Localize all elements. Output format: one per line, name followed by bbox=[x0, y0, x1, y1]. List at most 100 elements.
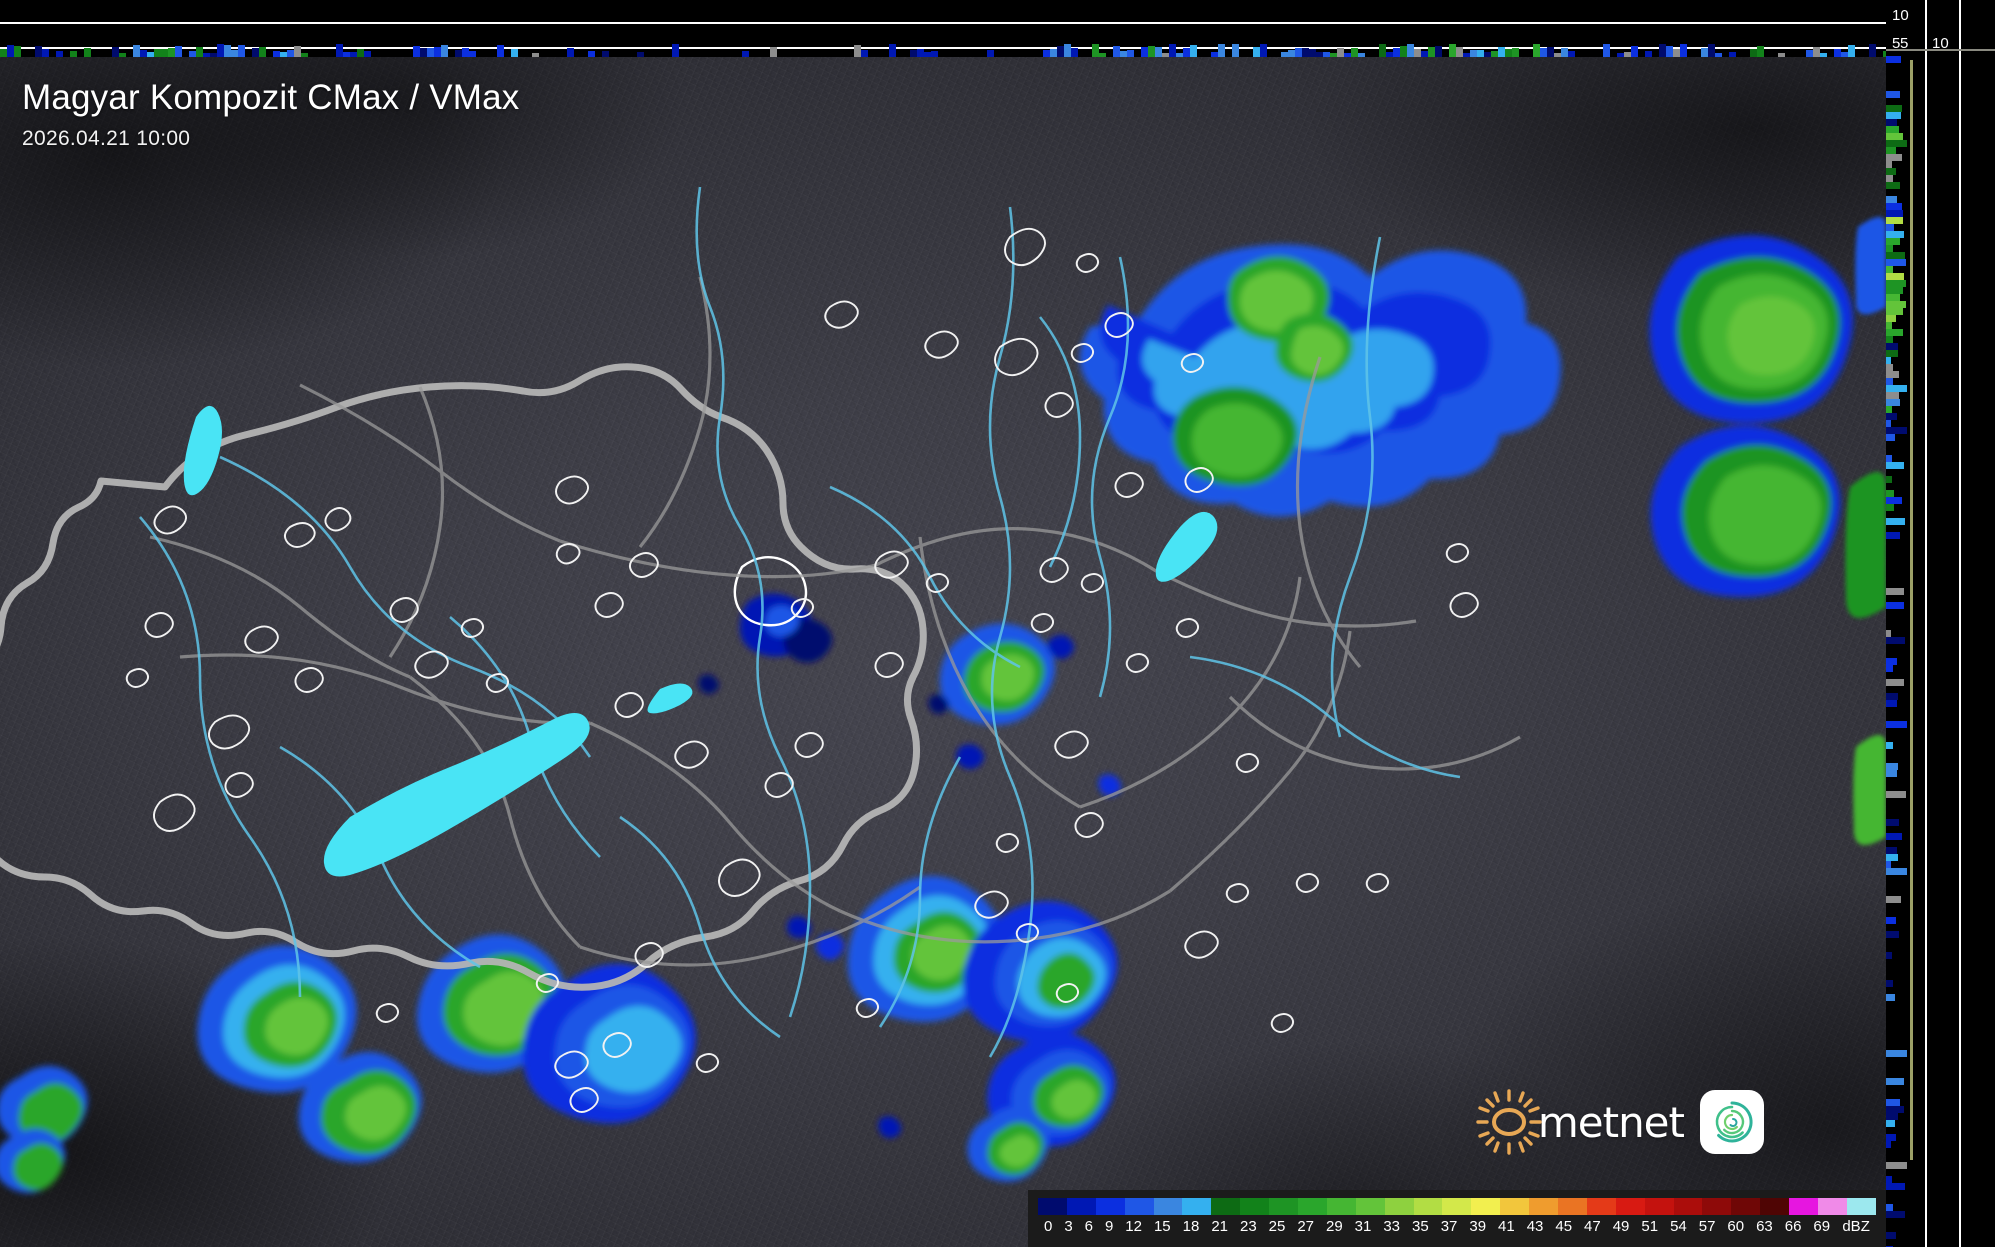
vmax-top-cell bbox=[602, 51, 609, 57]
vmax-top-cell bbox=[1666, 46, 1673, 57]
colorbar-swatch bbox=[1355, 1198, 1385, 1215]
colorbar-gradient bbox=[1038, 1198, 1876, 1215]
vmax-right-cell bbox=[1886, 350, 1898, 357]
colorbar-tick: 25 bbox=[1268, 1218, 1286, 1235]
vmax-top-cell bbox=[770, 47, 777, 57]
vmax-right-cell bbox=[1886, 861, 1891, 868]
vmax-top-cell bbox=[1554, 53, 1561, 57]
colorbar-swatch bbox=[1442, 1198, 1472, 1215]
vmax-top-cell bbox=[1715, 53, 1722, 57]
vmax-top-cell bbox=[1848, 45, 1855, 57]
vmax-right-cell bbox=[1886, 182, 1900, 189]
vmax-right-cell bbox=[1886, 497, 1902, 504]
vmax-right-cell bbox=[1886, 693, 1898, 700]
colorbar-tick: 21 bbox=[1211, 1218, 1228, 1235]
vmax-top-cell bbox=[1869, 44, 1876, 57]
vmax-top-cell bbox=[1750, 49, 1757, 57]
vmax-top-cell bbox=[567, 48, 574, 57]
vmax-right-cell bbox=[1886, 357, 1891, 364]
vmax-top-cell bbox=[1288, 50, 1295, 57]
vmax-top-cell bbox=[1169, 44, 1176, 57]
vmax-top-cell bbox=[1729, 52, 1736, 57]
vmax-right-gridline-5 bbox=[1925, 0, 1927, 1247]
vmax-right-cell bbox=[1886, 385, 1907, 392]
vmax-right-cell bbox=[1886, 721, 1907, 728]
vmax-top-cell bbox=[231, 50, 238, 57]
dbz-colorbar[interactable]: 0 3 6 9 12 15 18 21 23 25 27 29 31 33 35 37 39 41 43 45 47 49… bbox=[1028, 1190, 1886, 1247]
map-vector-layer bbox=[0, 186, 1521, 1113]
vmax-top-cell bbox=[672, 44, 679, 57]
vmax-top-cell bbox=[1190, 45, 1197, 57]
colorbar-swatch bbox=[1326, 1198, 1356, 1215]
colorbar-ticks: 0 3 6 9 12 15 18 21 23 25 27 29 31 33 35 37 39 41 43 45 47 49… bbox=[1038, 1218, 1876, 1235]
vmax-right-cell bbox=[1886, 1050, 1907, 1057]
vmax-top-cell bbox=[1113, 46, 1120, 57]
vmax-right-cell bbox=[1886, 420, 1891, 427]
vmax-right-cell bbox=[1886, 168, 1896, 175]
vmax-top-cell bbox=[1463, 53, 1470, 57]
vmax-right-cell bbox=[1886, 224, 1894, 231]
vmax-top-cell bbox=[1617, 53, 1624, 57]
vmax-top-cell bbox=[238, 45, 245, 57]
vmax-right-cell bbox=[1886, 1078, 1904, 1085]
vmax-top-cell bbox=[1498, 47, 1505, 57]
vmax-right-cell bbox=[1886, 231, 1904, 238]
vmax-right-cell bbox=[1886, 175, 1893, 182]
vmax-right-cell bbox=[1886, 854, 1898, 861]
vmax-top-cell bbox=[1757, 46, 1764, 57]
vmax-top-cell bbox=[1302, 48, 1309, 57]
vmax-right-cell bbox=[1886, 343, 1898, 350]
vmax-right-xtick-10: 10 bbox=[1932, 35, 1949, 52]
vmax-top-cell bbox=[119, 53, 126, 57]
vmax-top-cell bbox=[1470, 50, 1477, 57]
vmax-top-cell bbox=[1057, 46, 1064, 57]
vmax-right-cell bbox=[1886, 455, 1892, 462]
vmax-top-cell bbox=[917, 49, 924, 57]
colorbar-swatch bbox=[1644, 1198, 1674, 1215]
vmax-top-cell bbox=[1701, 48, 1708, 57]
vmax-top-cell bbox=[1211, 52, 1218, 57]
vmax-top-cell bbox=[343, 52, 350, 57]
vmax-top-cell bbox=[224, 45, 231, 57]
vmax-top-cell bbox=[1813, 47, 1820, 57]
radar-map[interactable]: Magyar Kompozit CMax / VMax 2026.04.21 1… bbox=[0, 57, 1886, 1247]
colorbar-tick: 3 bbox=[1064, 1218, 1073, 1235]
colorbar-swatch bbox=[1789, 1198, 1819, 1215]
vmax-right-cell bbox=[1886, 1232, 1896, 1239]
vmax-top-cell bbox=[112, 47, 119, 57]
colorbar-tick: 41 bbox=[1498, 1218, 1515, 1235]
vmax-top-cell bbox=[1337, 48, 1344, 57]
vmax-right-cell bbox=[1886, 56, 1901, 63]
vmax-top-cell bbox=[1141, 47, 1148, 57]
vmax-right-cell bbox=[1886, 518, 1905, 525]
vmax-right-cell bbox=[1886, 287, 1903, 294]
vmax-right-cell bbox=[1886, 294, 1900, 301]
vmax-top-cell bbox=[84, 48, 91, 57]
vmax-top-cell bbox=[35, 46, 42, 57]
vmax-top-cell bbox=[931, 51, 938, 57]
colorbar-swatch bbox=[1413, 1198, 1443, 1215]
vmax-top-cell bbox=[854, 45, 861, 57]
vmax-top-cell bbox=[1351, 48, 1358, 57]
vmax-top-cell bbox=[1645, 51, 1652, 57]
vmax-right-cell bbox=[1886, 1162, 1907, 1169]
colorbar-swatch bbox=[1066, 1198, 1096, 1215]
vmax-top-cell bbox=[1176, 53, 1183, 57]
spiral-app-icon[interactable] bbox=[1700, 1090, 1764, 1154]
vmax-right-cell bbox=[1886, 1211, 1905, 1218]
vmax-right-xtick-5: 5 bbox=[1900, 35, 1909, 52]
vmax-top-cell bbox=[1050, 49, 1057, 57]
vmax-top-cell bbox=[1820, 53, 1827, 57]
metnet-logo[interactable]: metnet bbox=[1476, 1089, 1764, 1155]
vmax-right-cell bbox=[1886, 259, 1906, 266]
vmax-right-cell bbox=[1886, 273, 1904, 280]
page-title: Magyar Kompozit CMax / VMax bbox=[22, 78, 520, 117]
vmax-right-data bbox=[1886, 0, 1913, 1247]
vmax-top-cell bbox=[1680, 44, 1687, 57]
vmax-vertical-cross-section: 5 10 bbox=[1886, 0, 1995, 1247]
colorbar-swatch bbox=[1731, 1198, 1761, 1215]
vmax-top-cell bbox=[336, 44, 343, 57]
vmax-top-cell bbox=[1043, 50, 1050, 57]
vmax-top-cell bbox=[1155, 47, 1162, 57]
vmax-right-cell bbox=[1886, 980, 1893, 987]
